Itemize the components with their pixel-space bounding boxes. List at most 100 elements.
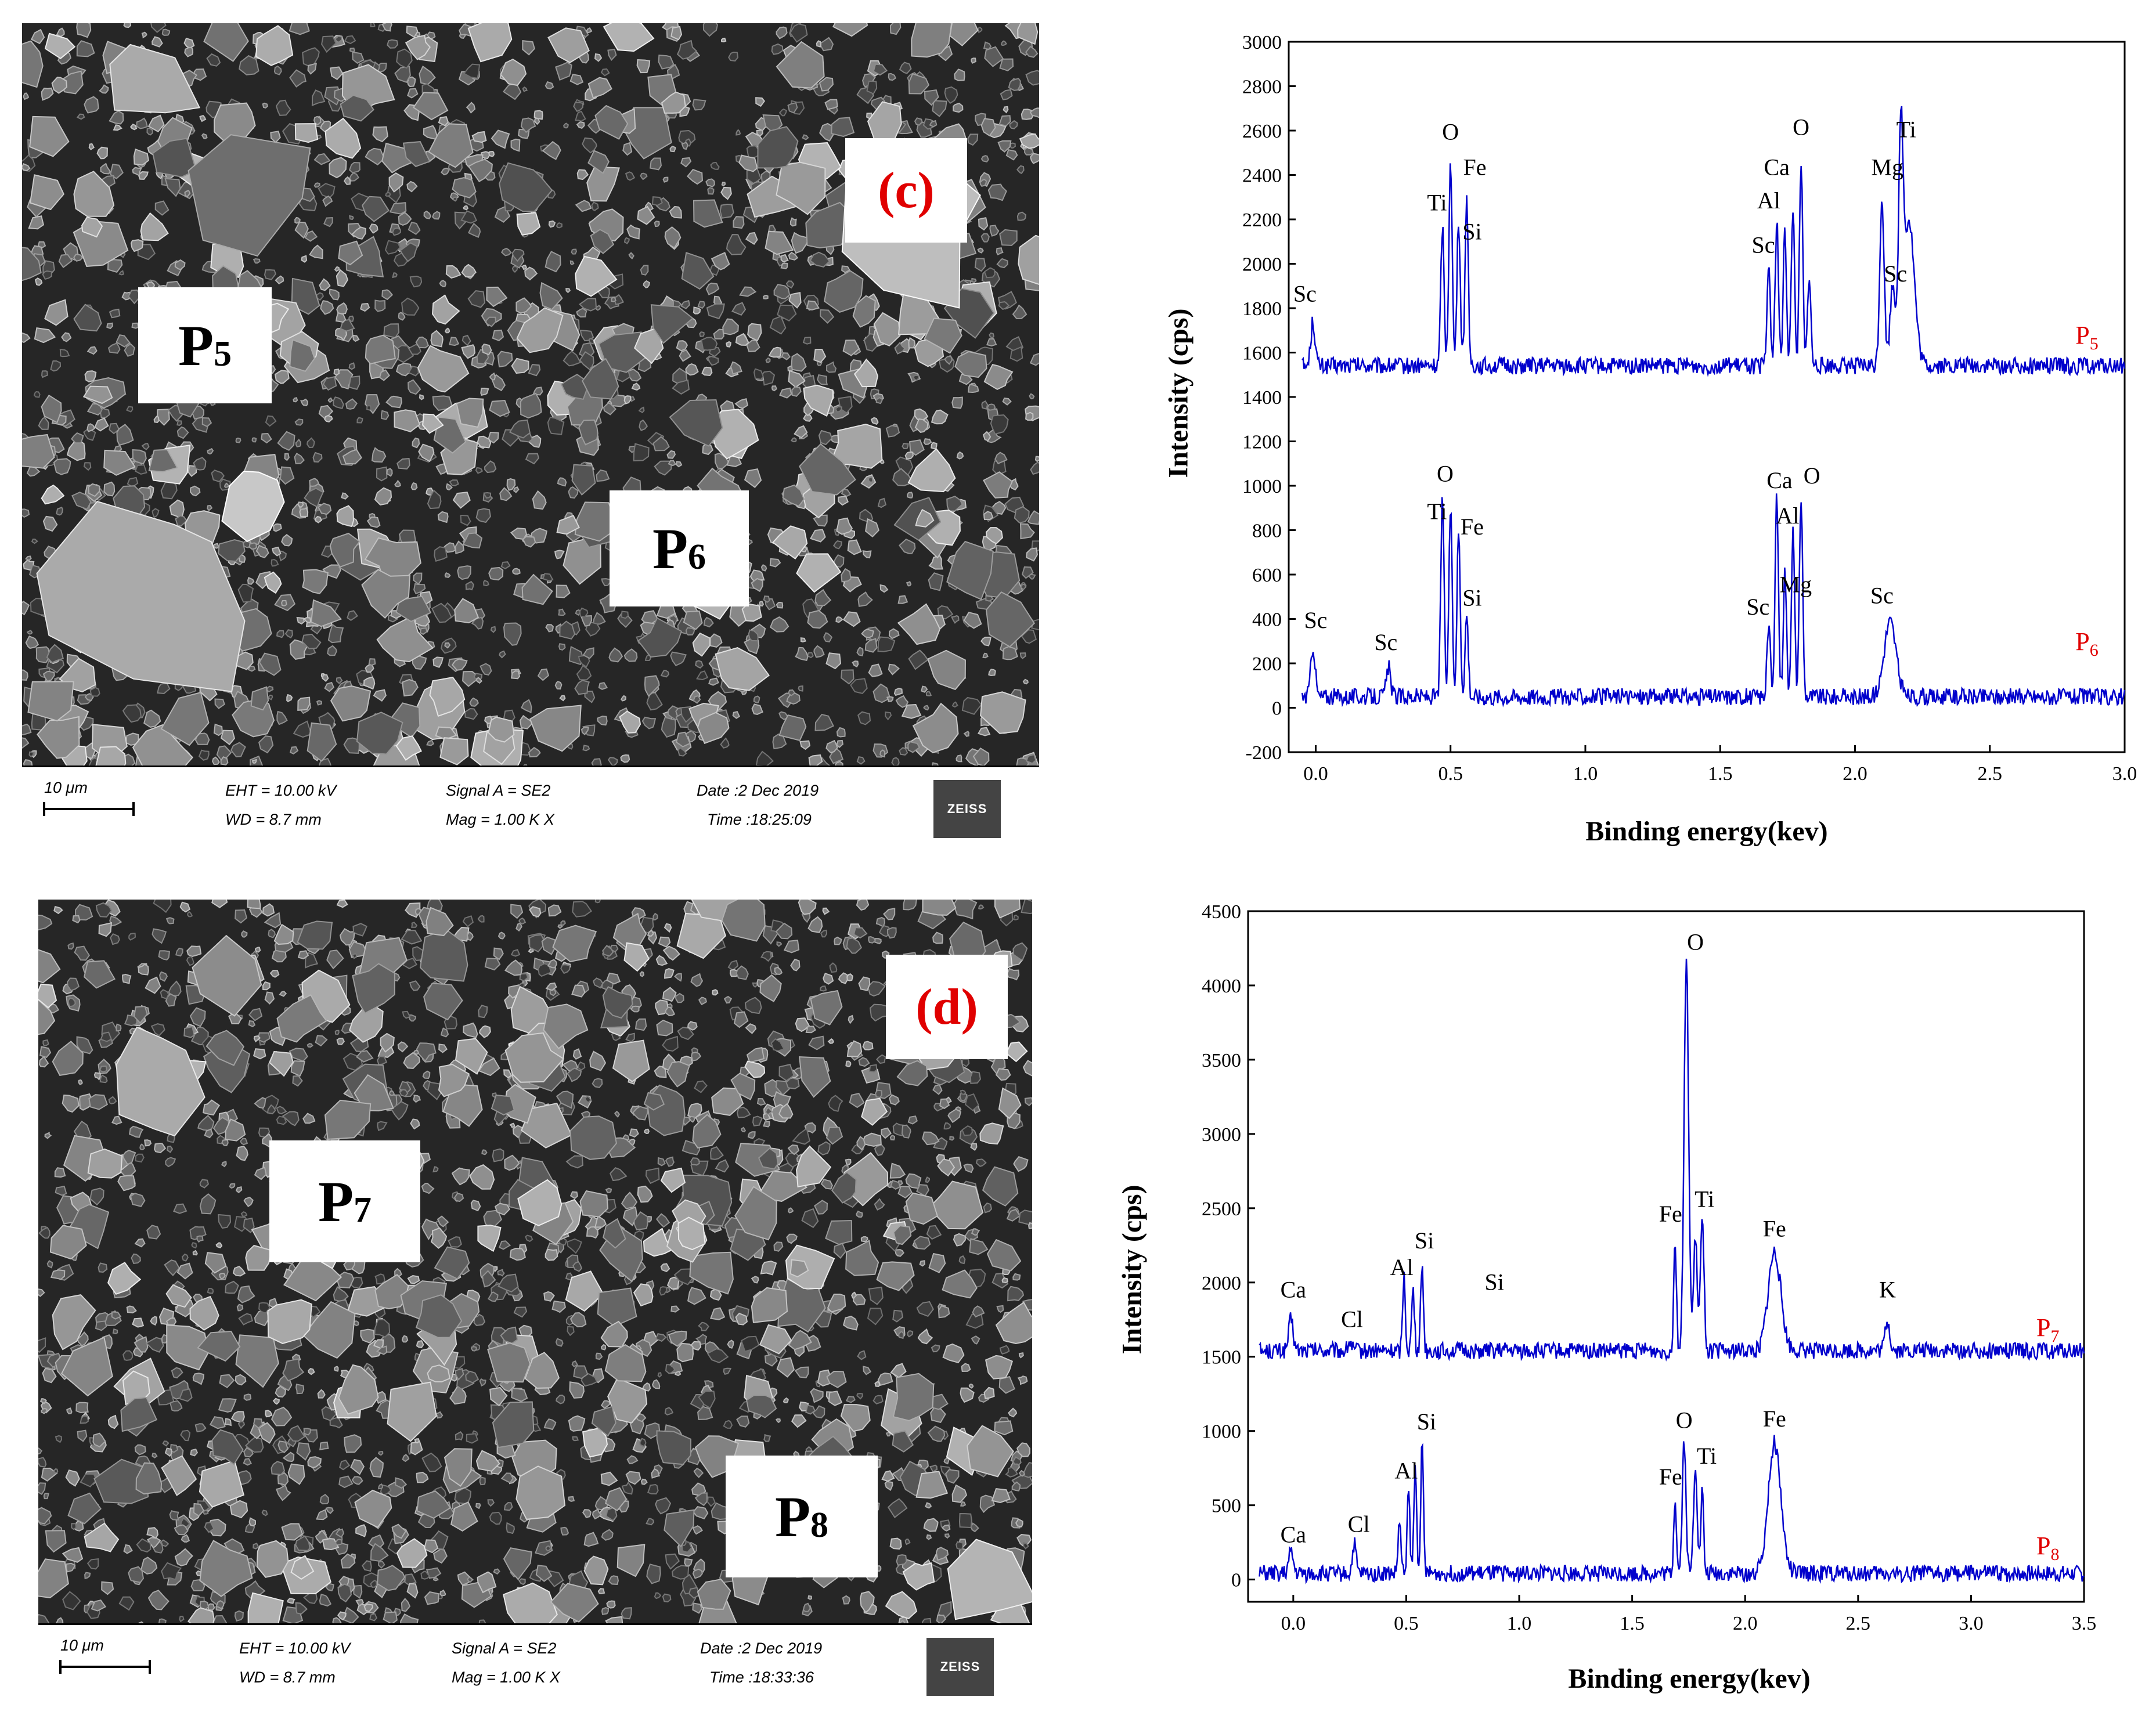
- grain: [597, 716, 608, 726]
- grain: [165, 1317, 177, 1326]
- grain: [289, 746, 299, 755]
- grain: [1021, 566, 1034, 579]
- grain: [728, 51, 739, 62]
- grain: [755, 97, 766, 107]
- grain: [95, 902, 113, 918]
- grain: [828, 1391, 843, 1406]
- grain: [860, 1236, 868, 1243]
- particle: [586, 166, 620, 202]
- grain: [928, 555, 943, 570]
- grain: [1016, 211, 1027, 221]
- grain: [122, 704, 142, 723]
- grain: [432, 211, 441, 220]
- grain: [319, 1493, 329, 1505]
- grain: [769, 315, 787, 335]
- grain: [437, 1215, 449, 1227]
- grain: [753, 695, 760, 703]
- grain: [462, 334, 471, 346]
- grain: [434, 546, 448, 562]
- grain: [524, 266, 538, 281]
- grain: [623, 395, 632, 405]
- grain: [679, 349, 691, 362]
- grain: [238, 1313, 254, 1326]
- grain: [956, 1541, 964, 1551]
- grain: [281, 1523, 303, 1541]
- grain: [568, 1415, 586, 1432]
- spectrum-line-p5: [1301, 106, 2126, 377]
- grain: [421, 1218, 440, 1241]
- grain: [601, 1607, 610, 1615]
- grain: [396, 48, 413, 69]
- particle: [692, 1114, 722, 1149]
- grain: [568, 486, 579, 499]
- large-particle: [221, 470, 285, 543]
- grain: [307, 437, 315, 449]
- particle: [911, 23, 953, 58]
- grain: [701, 337, 718, 351]
- peak-label: Ca: [1281, 1276, 1307, 1302]
- grain: [340, 1553, 356, 1569]
- grain: [389, 202, 407, 215]
- particle: [1018, 234, 1039, 285]
- grain: [133, 148, 149, 166]
- grain: [466, 1433, 478, 1444]
- grain: [339, 1460, 351, 1471]
- grain: [463, 63, 481, 79]
- grain: [282, 1111, 300, 1126]
- grain: [483, 579, 489, 587]
- grain: [949, 1136, 955, 1141]
- eht-text: EHT = 10.00 kV: [239, 1640, 351, 1657]
- grain: [490, 626, 496, 633]
- grain: [296, 1442, 311, 1461]
- grain: [861, 629, 874, 638]
- grain: [904, 452, 914, 460]
- grain: [408, 379, 421, 395]
- grain: [963, 1163, 974, 1173]
- grain: [806, 300, 820, 310]
- grain: [545, 624, 554, 633]
- grain: [247, 900, 261, 909]
- grain: [574, 680, 590, 695]
- grain: [481, 1149, 488, 1156]
- grain: [83, 462, 92, 471]
- grain: [71, 1523, 77, 1530]
- grain: [124, 343, 136, 357]
- grain: [199, 1179, 210, 1189]
- grain: [23, 92, 30, 100]
- grain: [381, 289, 394, 301]
- grain: [258, 1422, 276, 1444]
- grain: [829, 962, 838, 973]
- grain: [980, 155, 989, 163]
- grain: [768, 346, 782, 358]
- grain: [795, 647, 809, 661]
- grain: [676, 39, 698, 60]
- grain: [711, 251, 730, 270]
- particle: [603, 23, 655, 52]
- particle: [832, 23, 868, 37]
- particle: [329, 532, 360, 568]
- grain: [571, 984, 586, 998]
- grain: [347, 610, 359, 622]
- grain: [325, 1583, 334, 1591]
- grain: [808, 1035, 825, 1050]
- grain: [732, 711, 740, 719]
- grain: [229, 1500, 248, 1519]
- grain: [722, 318, 739, 335]
- grain: [451, 1167, 470, 1186]
- grain: [675, 731, 691, 748]
- grain: [106, 322, 113, 330]
- grain: [681, 142, 688, 150]
- time-text: Time :18:25:09: [707, 811, 812, 828]
- grain: [558, 643, 566, 651]
- grain: [475, 467, 484, 474]
- particle: [211, 1429, 244, 1465]
- particle: [60, 1336, 113, 1397]
- grain: [956, 754, 962, 763]
- grain: [1028, 1222, 1032, 1229]
- particle: [455, 1038, 488, 1075]
- grain: [654, 1592, 662, 1599]
- grain: [677, 747, 687, 757]
- grain: [983, 1202, 992, 1214]
- y-tick-label: 0: [1231, 1570, 1241, 1591]
- particle: [499, 162, 553, 212]
